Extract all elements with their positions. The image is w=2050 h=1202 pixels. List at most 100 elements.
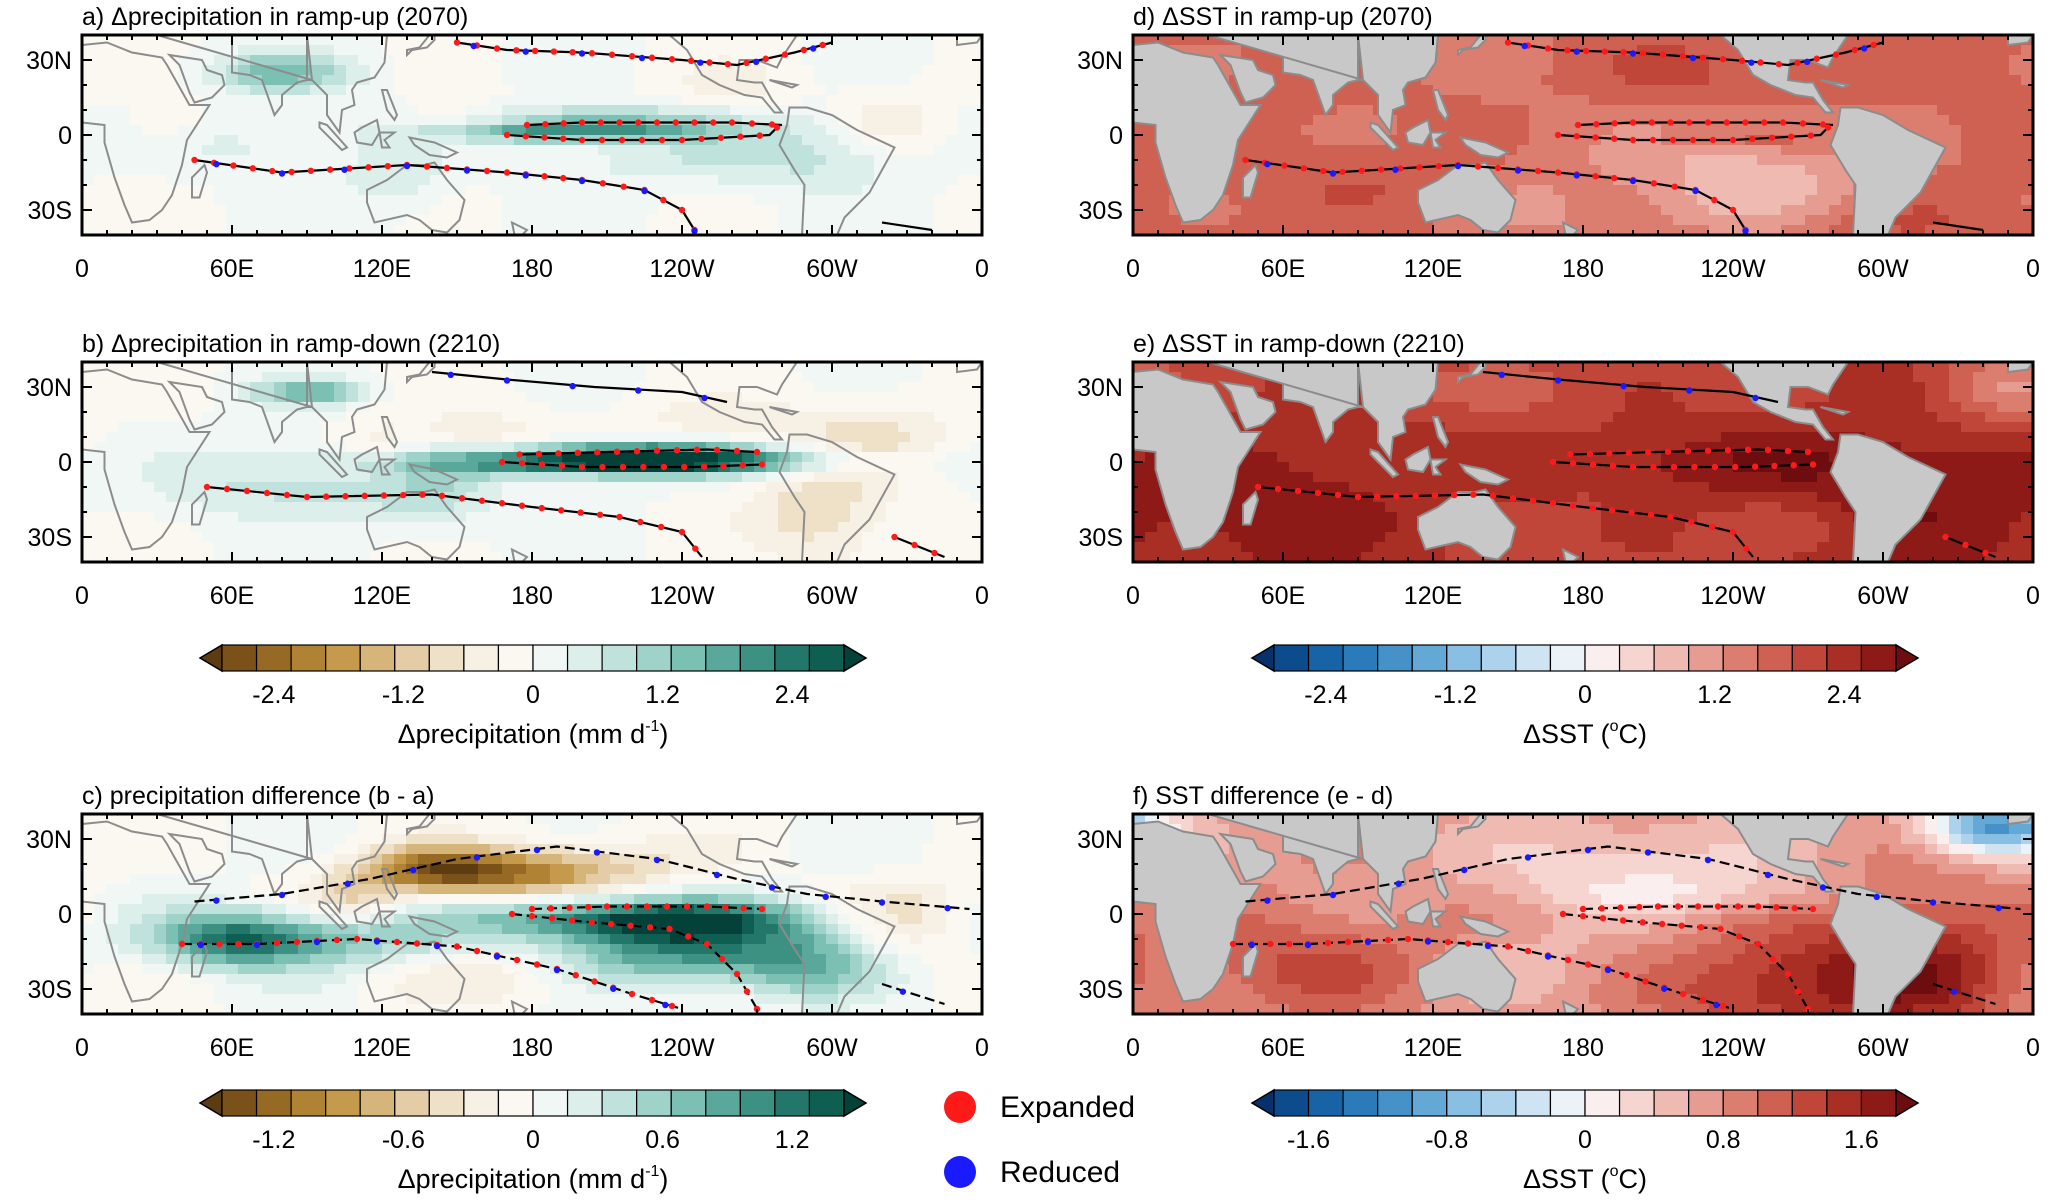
land-madagascar — [191, 942, 209, 978]
expanded-marker — [1431, 492, 1439, 499]
land-japan — [1457, 35, 1487, 58]
x-tick-label: 60E — [1261, 1034, 1305, 1062]
land-sulawesi — [378, 131, 398, 149]
y-tick-label: 30N — [1077, 374, 1123, 402]
expanded-marker — [713, 446, 721, 454]
colorbar-tick-label: 0.8 — [1706, 1126, 1741, 1154]
colorbar-swatch — [1515, 644, 1552, 672]
colorbar-swatch — [1860, 644, 1897, 672]
expanded-marker — [1334, 491, 1342, 499]
expanded-marker — [516, 451, 523, 458]
reduced-marker — [899, 988, 907, 995]
expanded-marker — [594, 449, 601, 456]
reduced-marker — [1329, 891, 1337, 899]
expanded-marker — [1743, 545, 1750, 552]
y-tick-label: 30S — [28, 197, 72, 225]
legend-marker-expanded — [944, 1091, 976, 1123]
expanded-marker — [1724, 447, 1732, 454]
expanded-marker — [498, 500, 506, 507]
reduced-marker — [278, 891, 286, 899]
expanded-marker — [1254, 483, 1262, 491]
land-africa — [1133, 41, 1263, 224]
expanded-marker — [1645, 449, 1652, 456]
x-tick-label: 120E — [1404, 582, 1462, 610]
expanded-marker — [638, 136, 646, 144]
expanded-marker — [591, 978, 598, 985]
expanded-marker — [223, 485, 231, 493]
expanded-marker — [666, 925, 673, 933]
expanded-marker — [1832, 51, 1840, 58]
expanded-marker — [1799, 120, 1807, 127]
expanded-marker — [1393, 493, 1400, 500]
reduced-marker — [522, 48, 529, 55]
expanded-marker — [1242, 156, 1249, 164]
contour-line — [456, 41, 833, 67]
expanded-marker — [1294, 487, 1302, 495]
axes-c: 0 60E 120E 180 120W 60W 0 30N 0 30S — [26, 813, 989, 1062]
x-tick-label: 60E — [210, 582, 254, 610]
colorbar-swatch — [1584, 1089, 1621, 1117]
expanded-marker — [1435, 162, 1442, 170]
expanded-marker — [541, 173, 548, 180]
x-tick-label: 120W — [1700, 255, 1766, 283]
colorbar-swatch — [1515, 1089, 1552, 1117]
expanded-marker — [1723, 119, 1730, 126]
colorbar-swatch — [255, 1089, 292, 1117]
expanded-marker — [550, 48, 558, 55]
colorbar-title: ΔSST (oC) — [1523, 718, 1647, 749]
x-tick-label: 120W — [649, 255, 715, 283]
expanded-marker — [1686, 119, 1693, 126]
expanded-marker — [568, 917, 576, 924]
reduced-marker — [1392, 166, 1399, 173]
colorbar-tick-label: 0 — [1578, 1126, 1592, 1154]
expanded-marker — [1667, 513, 1674, 521]
reduced-marker — [1264, 897, 1271, 904]
land-india — [231, 814, 308, 897]
expanded-marker — [1719, 56, 1727, 63]
reduced-marker — [1454, 162, 1462, 170]
expanded-marker — [531, 47, 539, 55]
expanded-marker — [627, 922, 634, 929]
expanded-marker — [1620, 48, 1627, 56]
expanded-marker — [1324, 939, 1332, 947]
x-tick-label: 60E — [1261, 255, 1305, 283]
reduced-marker — [213, 160, 220, 168]
land-philippines — [380, 416, 399, 449]
expanded-marker — [384, 162, 391, 170]
expanded-marker — [756, 132, 763, 139]
colorbar-tick-label: 1.2 — [1697, 681, 1732, 709]
expanded-marker — [673, 447, 681, 454]
reduced-marker — [697, 59, 704, 66]
colorbar-extend-high — [843, 643, 868, 673]
land-newzealand — [1561, 220, 1580, 235]
land-africa — [82, 41, 212, 224]
expanded-marker — [692, 545, 699, 552]
expanded-marker — [1554, 131, 1562, 139]
land-cuba — [769, 406, 801, 416]
x-tick-label: 60E — [1261, 582, 1305, 610]
colorbar-swatch — [1549, 644, 1586, 672]
x-tick-label: 180 — [1562, 255, 1604, 283]
markers-c — [178, 846, 951, 1013]
land-madagascar — [191, 490, 209, 526]
expanded-marker — [513, 47, 520, 54]
expanded-marker — [1267, 940, 1274, 948]
land-sumatra — [1369, 448, 1400, 479]
colorbar-swatch — [1860, 1089, 1897, 1117]
expanded-marker — [1689, 136, 1697, 144]
panel-c: c) precipitation difference (b - a) 0 60E 1… — [26, 782, 989, 1062]
colorbar-swatch — [566, 1089, 603, 1117]
reduced-marker — [1521, 42, 1528, 50]
land-asia-north — [156, 362, 313, 408]
colorbar-swatch — [601, 644, 638, 672]
colorbar-swatch — [1307, 644, 1344, 672]
land-n-america — [1718, 814, 1850, 893]
expanded-marker — [1754, 940, 1762, 948]
expanded-marker — [1598, 905, 1605, 912]
expanded-marker — [618, 136, 626, 144]
reduced-marker — [341, 166, 348, 173]
expanded-marker — [1374, 493, 1381, 500]
markers-d — [1242, 39, 1877, 235]
reduced-marker — [1514, 167, 1522, 174]
expanded-marker — [533, 961, 541, 968]
